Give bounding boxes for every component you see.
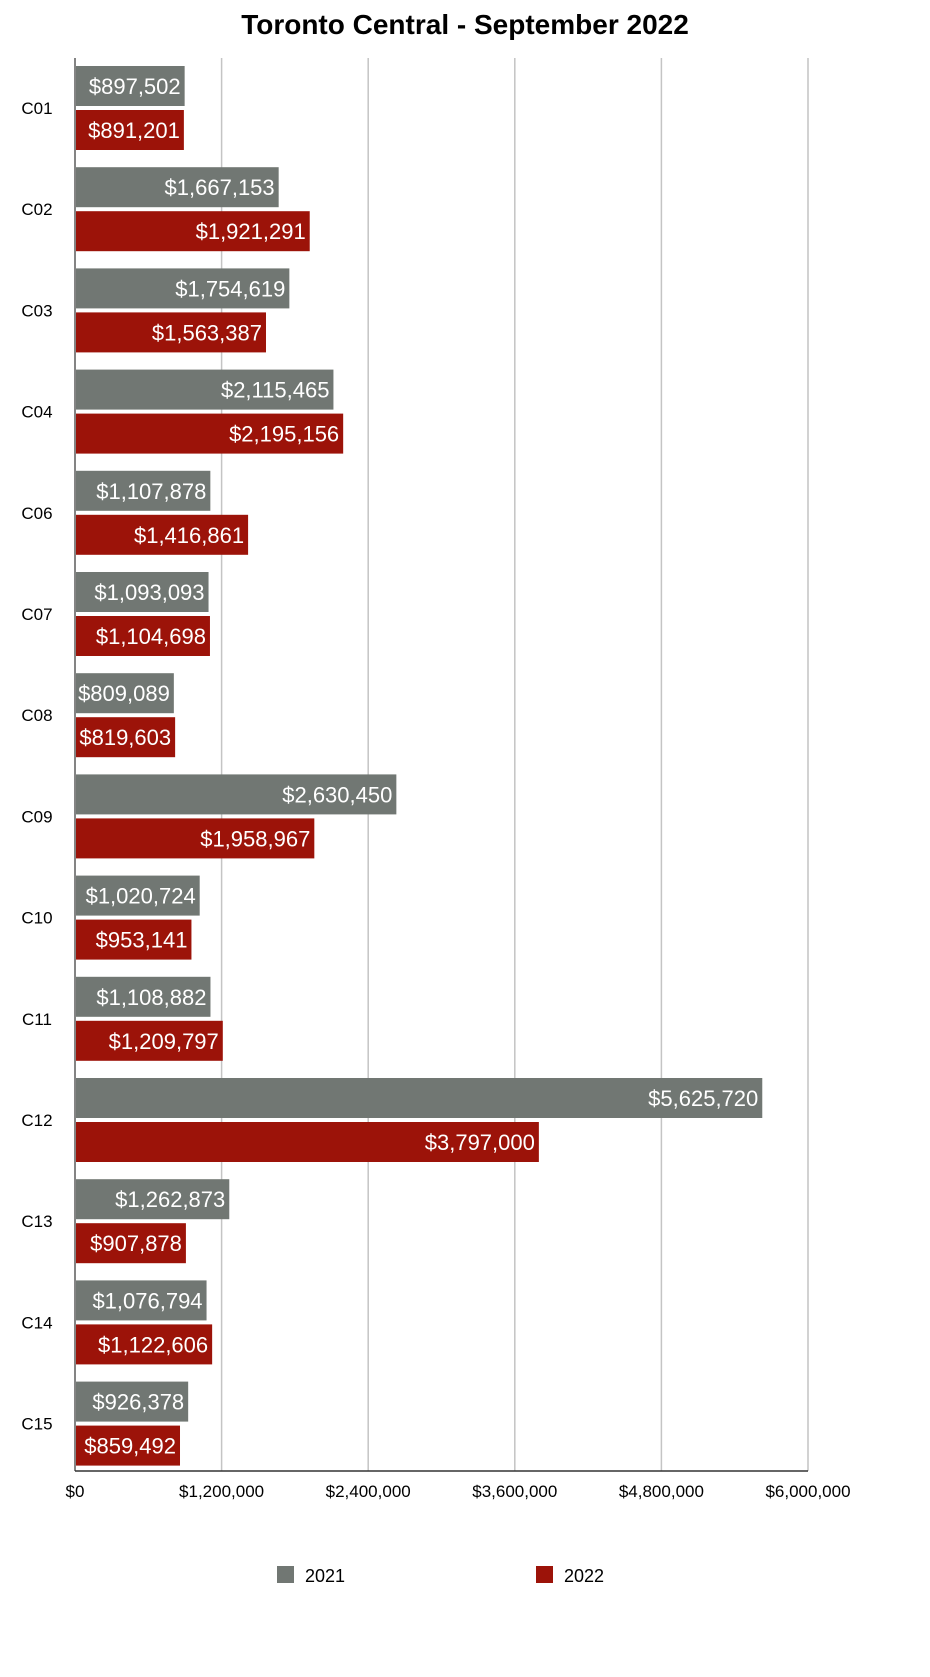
bar-2021-C09 (76, 774, 397, 815)
bar-2021-C03 (76, 268, 290, 309)
data-label: $891,201 (88, 118, 180, 143)
bar-2022-C09 (76, 818, 315, 859)
data-label: $1,209,797 (109, 1029, 219, 1054)
legend-swatch (277, 1566, 294, 1583)
data-label: $1,262,873 (115, 1187, 225, 1212)
x-tick-label: $6,000,000 (765, 1482, 850, 1501)
legend: 2021 2022 (277, 1566, 604, 1586)
bar-2021-C12 (76, 1078, 763, 1118)
category-label: C14 (21, 1313, 52, 1332)
bars: $897,502 $891,201 $1,667,153 $1,921,291 $1,7… (76, 66, 763, 1466)
category-label: C08 (21, 706, 52, 725)
category-label: C15 (21, 1415, 52, 1434)
data-label: $3,797,000 (425, 1130, 535, 1155)
data-label: $1,416,861 (134, 523, 244, 548)
legend-label: 2021 (305, 1566, 345, 1586)
data-label: $2,115,465 (221, 378, 329, 403)
data-label: $1,122,606 (98, 1332, 208, 1357)
bar-2022-C10 (76, 919, 192, 960)
x-tick-label: $1,200,000 (179, 1482, 264, 1501)
x-tick-label: $2,400,000 (326, 1482, 411, 1501)
data-label: $1,107,878 (96, 479, 206, 504)
bar-2021-C13 (76, 1179, 230, 1220)
bar-2021-C11 (76, 976, 211, 1017)
bar-2021-C10 (76, 875, 200, 916)
bar-2021-C02 (76, 167, 279, 208)
category-label: C07 (21, 605, 52, 624)
data-label: $1,667,153 (165, 175, 275, 200)
bar-2022-C15 (76, 1425, 181, 1466)
data-label: $1,104,698 (96, 624, 206, 649)
category-label: C11 (22, 1010, 52, 1029)
category-label: C10 (21, 909, 52, 928)
legend-swatch (536, 1566, 553, 1583)
gridlines (220, 58, 809, 1471)
bar-2022-C06 (76, 514, 249, 555)
data-label: $5,625,720 (648, 1086, 758, 1111)
data-label: $1,076,794 (92, 1288, 202, 1313)
category-label: C03 (21, 301, 52, 320)
bar-2022-C14 (76, 1324, 213, 1365)
bar-2022-C03 (76, 312, 266, 353)
data-label: $1,563,387 (152, 320, 262, 345)
bar-2022-C11 (76, 1020, 223, 1061)
axes: $0 $1,200,000 $2,400,000 $3,600,000 $4,800,0… (21, 58, 851, 1501)
bar-2021-C06 (76, 470, 211, 511)
data-label: $809,089 (78, 681, 170, 706)
category-label: C04 (21, 403, 52, 422)
data-label: $907,878 (90, 1231, 182, 1256)
data-label: $2,630,450 (282, 782, 392, 807)
data-label: $1,020,724 (86, 884, 196, 909)
bar-2021-C08 (76, 673, 174, 714)
category-label: C09 (21, 807, 52, 826)
bar-2022-C08 (76, 717, 176, 758)
data-label: $1,754,619 (175, 276, 285, 301)
bar-2022-C01 (76, 110, 184, 150)
bar-2022-C04 (76, 413, 344, 454)
bar-2022-C02 (76, 211, 310, 252)
data-label: $1,093,093 (94, 580, 204, 605)
bar-2021-C15 (76, 1381, 189, 1422)
data-label: $1,958,967 (200, 826, 310, 851)
x-tick-label: $4,800,000 (619, 1482, 704, 1501)
bar-2022-C13 (76, 1223, 186, 1264)
bar-2021-C07 (76, 572, 209, 612)
category-label: C01 (21, 99, 52, 118)
data-label: $953,141 (96, 928, 188, 953)
bar-2021-C14 (76, 1280, 207, 1321)
data-label: $2,195,156 (229, 422, 339, 447)
chart-title: Toronto Central - September 2022 (241, 9, 689, 40)
category-label: C06 (21, 504, 52, 523)
data-label: $897,502 (89, 74, 181, 99)
data-label: $1,921,291 (196, 219, 306, 244)
bar-2022-C12 (76, 1122, 539, 1162)
category-label: C02 (21, 200, 52, 219)
x-tick-label: $3,600,000 (472, 1482, 557, 1501)
bar-2021-C04 (76, 369, 334, 410)
data-label: $1,108,882 (96, 985, 206, 1010)
category-label: C12 (21, 1111, 52, 1130)
bar-2022-C07 (76, 616, 210, 656)
data-label: $926,378 (92, 1390, 184, 1415)
category-label: C13 (21, 1212, 52, 1231)
legend-label: 2022 (564, 1566, 604, 1586)
data-label: $859,492 (84, 1434, 176, 1459)
x-tick-label: $0 (66, 1482, 85, 1501)
bar-2021-C01 (76, 66, 185, 106)
data-label: $819,603 (79, 725, 171, 750)
